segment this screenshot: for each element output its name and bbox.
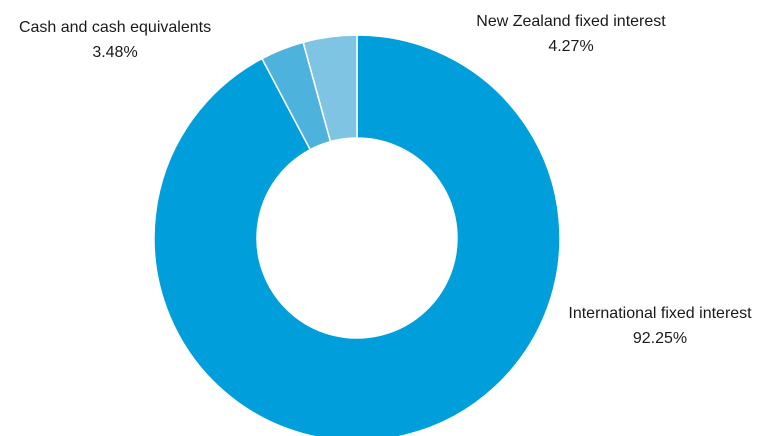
slice-international-fixed-interest xyxy=(153,34,561,436)
slice-label-new-zealand-fixed-interest: New Zealand fixed interest xyxy=(476,13,666,30)
slice-new-zealand-fixed-interest xyxy=(302,34,358,143)
slice-value-international-fixed-interest: 92.25% xyxy=(633,330,687,347)
slice-value-new-zealand-fixed-interest: 4.27% xyxy=(548,38,593,55)
donut-slices xyxy=(153,34,561,436)
slice-label-international-fixed-interest: International fixed interest xyxy=(568,305,752,322)
slice-label-cash-and-cash-equivalents: Cash and cash equivalents xyxy=(19,19,211,36)
slice-value-cash-and-cash-equivalents: 3.48% xyxy=(92,44,137,61)
